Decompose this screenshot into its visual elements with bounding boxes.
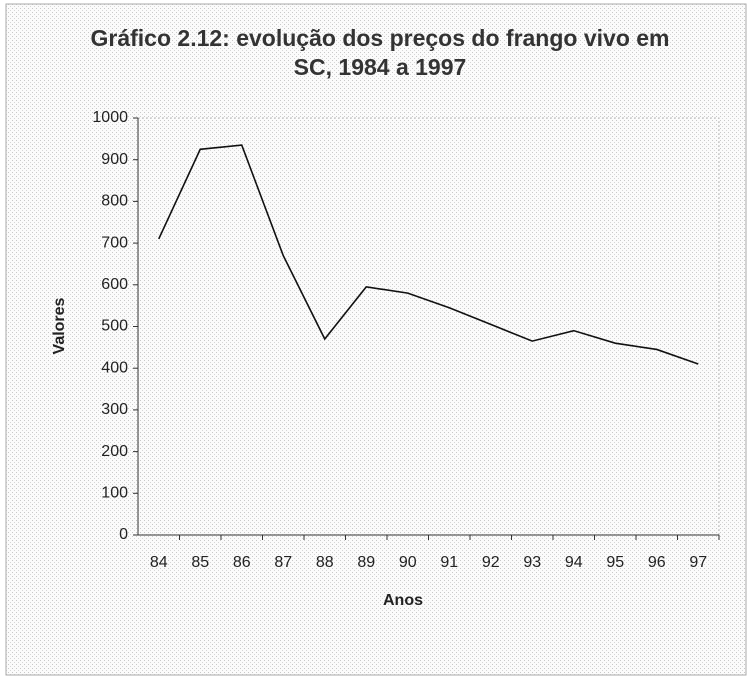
- x-tick-label: 96: [648, 554, 666, 571]
- y-tick-label: 1000: [92, 109, 128, 126]
- y-tick-label: 100: [101, 485, 128, 502]
- x-tick-label: 91: [440, 554, 458, 571]
- y-tick-label: 900: [101, 151, 128, 168]
- x-tick-label: 85: [191, 554, 209, 571]
- x-tick-label: 97: [689, 554, 707, 571]
- x-tick-label: 87: [274, 554, 292, 571]
- x-axis-label: Anos: [383, 592, 423, 609]
- y-tick-label: 600: [101, 276, 128, 293]
- y-tick-label: 700: [101, 234, 128, 251]
- y-tick-label: 800: [101, 193, 128, 210]
- y-tick-label: 400: [101, 359, 128, 376]
- y-tick-label: 500: [101, 318, 128, 335]
- x-tick-label: 94: [565, 554, 583, 571]
- chart-title: Gráfico 2.12: evolução dos preços do fra…: [90, 25, 670, 80]
- x-tick-label: 92: [482, 554, 500, 571]
- x-tick-label: 88: [316, 554, 334, 571]
- y-tick-label: 300: [101, 401, 128, 418]
- x-tick-label: 93: [523, 554, 541, 571]
- x-tick-label: 84: [150, 554, 168, 571]
- x-tick-label: 89: [357, 554, 375, 571]
- x-tick-label: 86: [233, 554, 251, 571]
- y-tick-label: 0: [119, 526, 128, 543]
- x-tick-label: 90: [399, 554, 417, 571]
- x-tick-label: 95: [606, 554, 624, 571]
- background: [5, 3, 747, 676]
- y-axis-label: Valores: [51, 297, 68, 354]
- y-tick-label: 200: [101, 443, 128, 460]
- line: [158, 144, 699, 365]
